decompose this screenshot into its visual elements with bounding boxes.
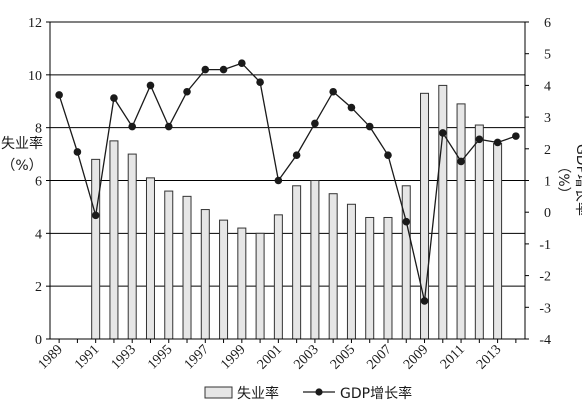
gdp-point	[402, 217, 411, 226]
right-tick-label: -3	[539, 301, 551, 316]
bar-unemployment	[273, 214, 283, 340]
bar-unemployment	[438, 84, 448, 340]
left-tick-label: 8	[35, 122, 42, 137]
left-tick-label: 4	[35, 227, 42, 242]
left-tick-label: 12	[28, 16, 42, 31]
gdp-point	[457, 157, 465, 166]
bar-unemployment	[346, 203, 356, 340]
gdp-point	[128, 122, 137, 131]
right-tick-label: 4	[544, 79, 551, 94]
legend: 失业率 GDP增长率	[204, 385, 412, 402]
gdp-point	[110, 94, 118, 102]
gdp-point	[183, 87, 191, 96]
right-tick-label: 3	[544, 111, 551, 126]
left-tick-label: 2	[35, 280, 42, 295]
x-tick-label: 1991	[72, 342, 102, 372]
bar-unemployment	[474, 124, 484, 340]
bar-unemployment	[91, 158, 101, 340]
bar-unemployment	[255, 232, 265, 340]
left-axis: 0 2 4 6 8 10 12	[28, 16, 50, 348]
bar-unemployment	[365, 216, 375, 340]
right-tick-label: -1	[539, 238, 551, 253]
gdp-point	[292, 151, 301, 159]
gdp-point	[329, 87, 337, 96]
gdp-point	[493, 138, 502, 147]
gdp-point	[164, 122, 173, 131]
x-tick-label: 2011	[438, 342, 468, 372]
bar-unemployment	[109, 140, 119, 340]
gdp-point	[420, 297, 429, 305]
gdp-point	[201, 65, 210, 74]
bar-unemployment	[145, 177, 155, 340]
gdp-point	[384, 151, 392, 159]
x-tick-label: 2013	[474, 342, 504, 372]
gridlines	[50, 74, 525, 287]
legend-marker-gdp	[315, 388, 323, 396]
gdp-point	[55, 91, 63, 99]
x-tick-label: 2001	[255, 342, 285, 372]
right-tick-label: 6	[544, 16, 551, 31]
bar-unemployment	[219, 219, 229, 340]
axis-title-line: 失业率	[1, 135, 43, 152]
right-axis-title: GDP增长率（%）	[555, 144, 582, 216]
x-tick-label: 1993	[109, 342, 139, 372]
left-tick-label: 6	[35, 175, 42, 190]
gdp-point	[438, 129, 447, 137]
gdp-point	[512, 132, 520, 140]
bar-unemployment	[164, 190, 174, 340]
gdp-point	[256, 78, 264, 87]
gdp-point	[73, 148, 82, 156]
bar-unemployment	[127, 153, 137, 340]
gdp-point	[219, 65, 228, 74]
gdp-line	[58, 62, 517, 302]
right-tick-label: -4	[539, 333, 551, 348]
left-axis-title: 失业率 （%）	[1, 135, 43, 174]
line-series	[55, 59, 520, 305]
legend-label-unemployment: 失业率	[237, 385, 279, 402]
left-tick-label: 10	[28, 69, 42, 84]
bar-unemployment	[182, 195, 192, 340]
legend-swatch-unemployment	[204, 386, 233, 399]
gdp-point	[475, 135, 484, 144]
x-tick-label: 1999	[218, 342, 248, 372]
axis-title-line: GDP增长率	[573, 144, 582, 216]
legend-label-gdp: GDP增长率	[340, 385, 412, 402]
right-tick-label: 5	[544, 48, 551, 63]
bar-unemployment	[237, 227, 247, 340]
bar-unemployment	[292, 185, 302, 340]
bar-unemployment	[493, 143, 503, 340]
axis-title-line: （%）	[555, 159, 571, 200]
x-tick-label: 2009	[401, 342, 431, 372]
bar-unemployment	[310, 180, 320, 340]
x-tick-label: 2003	[291, 342, 321, 372]
gdp-point	[311, 119, 319, 128]
gdp-point	[146, 81, 155, 90]
gdp-point	[238, 59, 246, 68]
right-tick-label: 0	[544, 206, 551, 221]
gdp-point	[91, 211, 100, 220]
bar-series	[91, 84, 503, 340]
bar-unemployment	[401, 185, 411, 340]
bar-unemployment	[200, 209, 210, 340]
x-axis: 1989 1991 1993 1995 1997 1999 2001 2003 2005 2007…	[36, 339, 517, 373]
right-tick-label: 2	[544, 143, 551, 158]
bar-unemployment	[328, 193, 338, 340]
gdp-point	[365, 122, 374, 131]
bar-unemployment	[383, 216, 393, 340]
x-tick-label: 2007	[364, 342, 394, 372]
axis-title-line: （%）	[1, 158, 42, 174]
right-tick-label: 1	[544, 175, 551, 190]
right-tick-label: -2	[539, 270, 551, 285]
gdp-point	[274, 176, 283, 185]
gdp-point	[347, 103, 356, 112]
bar-unemployment	[456, 103, 466, 340]
x-tick-label: 1995	[145, 342, 175, 372]
left-tick-label: 0	[35, 333, 42, 348]
right-axis: -4 -3 -2 -1 0 1 2 3 4 5 6	[525, 16, 551, 348]
x-tick-label: 2005	[328, 342, 358, 372]
x-tick-label: 1997	[182, 342, 212, 372]
